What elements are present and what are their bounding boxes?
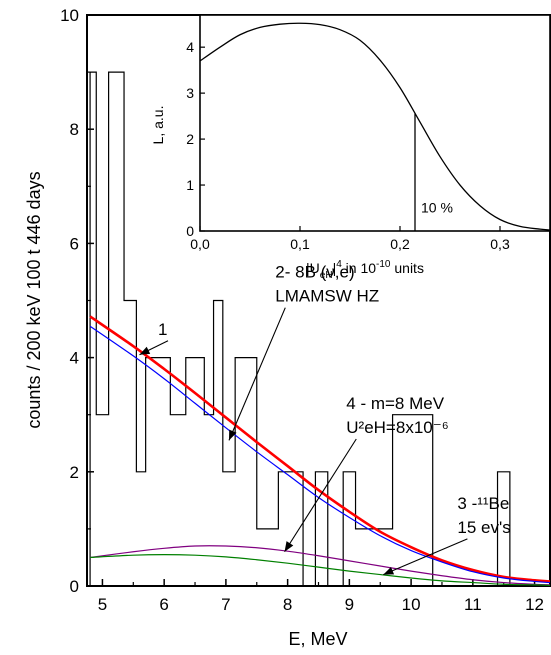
inset-y-tick-label: 0 bbox=[186, 223, 194, 239]
x-tick-label: 11 bbox=[464, 595, 482, 614]
arrow-head bbox=[139, 346, 151, 355]
annotation-arrow bbox=[228, 307, 286, 441]
inset-y-tick-label: 3 bbox=[186, 85, 194, 101]
inset-y-ticks: 0 1 2 3 4 bbox=[186, 39, 205, 239]
main-y-ticks: 0 2 4 6 8 10 bbox=[60, 6, 94, 596]
y-tick-label: 6 bbox=[70, 234, 79, 253]
inset-x-tick-label: 0,2 bbox=[390, 236, 410, 252]
curve-4 bbox=[90, 553, 551, 587]
curve-3 bbox=[90, 545, 551, 586]
inset-y-axis-label: L, a.u. bbox=[150, 106, 166, 145]
y-axis-label: counts / 200 keV 100 t 446 days bbox=[24, 171, 44, 428]
inset-x-tick-label: 0,1 bbox=[290, 236, 310, 252]
inset-plot-background bbox=[200, 15, 550, 231]
x-tick-label: 12 bbox=[525, 595, 544, 614]
inset-y-tick-label: 2 bbox=[186, 131, 194, 147]
inset-x-tick-label: 0,0 bbox=[190, 236, 210, 252]
arrow-head bbox=[228, 429, 237, 441]
annotation-1: 1 bbox=[158, 320, 167, 339]
inset-y-tick-label: 4 bbox=[186, 39, 194, 55]
x-tick-label: 8 bbox=[283, 595, 292, 614]
curve-1 bbox=[89, 315, 551, 583]
inset-annotation: 10 % bbox=[421, 200, 453, 216]
y-tick-label: 0 bbox=[70, 577, 79, 596]
histogram-data bbox=[89, 71, 526, 587]
inset-y-tick-label: 1 bbox=[186, 177, 194, 193]
inset-x-ticks: 0,0 0,1 0,2 0,3 bbox=[190, 226, 510, 252]
inset-chart: 0 1 2 3 4 0,0 0,1 0,2 0,3 10 % |UeH|4 in 10-10 … bbox=[150, 14, 551, 281]
y-tick-label: 4 bbox=[70, 349, 79, 368]
annotation-2: 2- 8B (ν,e) LMAMSW HZ bbox=[275, 263, 379, 306]
y-tick-label: 2 bbox=[70, 463, 79, 482]
annotation-4: 3 -¹¹Be 15 ev's bbox=[457, 494, 510, 537]
annotation-arrow bbox=[383, 538, 468, 576]
x-tick-label: 5 bbox=[98, 595, 107, 614]
inset-x-axis-label: |UeH|4 in 10-10 units bbox=[306, 259, 424, 281]
x-tick-label: 6 bbox=[159, 595, 168, 614]
arrow-head bbox=[383, 566, 395, 575]
arrow-head bbox=[284, 541, 294, 552]
y-tick-label: 8 bbox=[70, 120, 79, 139]
inset-plot-frame bbox=[199, 14, 551, 232]
x-axis-label: E, MeV bbox=[288, 629, 347, 649]
model-curves bbox=[89, 315, 551, 587]
main-x-ticks: 5 6 7 8 9 10 11 12 bbox=[98, 579, 544, 614]
annotations: 1 2- 8B (ν,e) LMAMSW HZ 4 - m=8 MeV U²eH=8x1… bbox=[139, 263, 511, 576]
x-tick-label: 9 bbox=[345, 595, 354, 614]
inset-likelihood-curve bbox=[199, 22, 551, 231]
x-tick-label: 7 bbox=[221, 595, 230, 614]
x-tick-label: 10 bbox=[402, 595, 421, 614]
y-tick-label: 10 bbox=[60, 6, 79, 25]
annotation-3: 4 - m=8 MeV U²eH=8x10⁻⁶ bbox=[346, 394, 448, 437]
annotation-arrow bbox=[284, 438, 357, 553]
inset-x-tick-label: 0,3 bbox=[490, 236, 510, 252]
curve-2 bbox=[89, 325, 551, 584]
